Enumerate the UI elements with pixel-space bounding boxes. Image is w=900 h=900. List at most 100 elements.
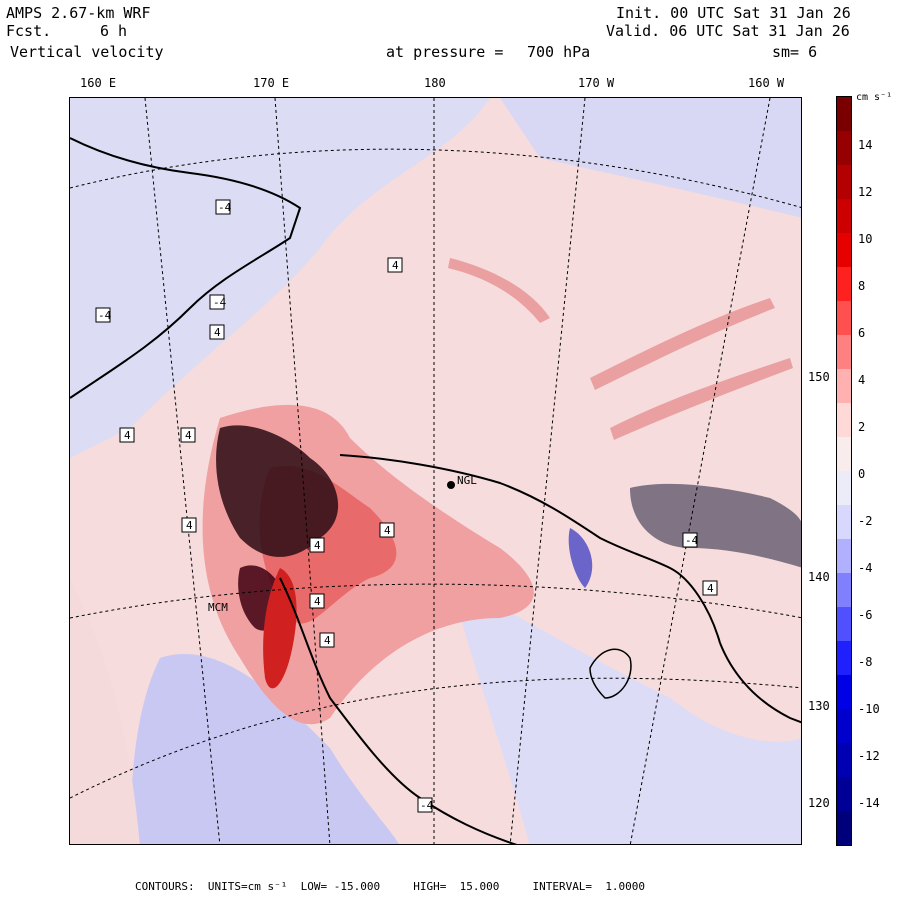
colorbar-segment (837, 607, 851, 641)
contour-label: 4 (314, 595, 321, 608)
lon-label-160w: 160 W (748, 76, 785, 90)
colorbar-tick-label: 8 (858, 279, 866, 293)
colorbar-segment (837, 437, 851, 471)
upper-right-subsidence-region (500, 98, 801, 218)
lon-label-170w: 170 W (578, 76, 615, 90)
colorbar-tick-label: -14 (858, 796, 880, 810)
lon-label-180: 180 (424, 76, 446, 90)
pressure-label: at pressure = (386, 43, 504, 61)
contour-label: 4 (185, 429, 192, 442)
colorbar-segment (837, 743, 851, 777)
colorbar-segment (837, 199, 851, 233)
colorbar-segment (837, 97, 851, 131)
forecast-label: Fcst. (6, 22, 52, 40)
contour-label: 4 (314, 539, 321, 552)
valid-time: Valid. 06 UTC Sat 31 Jan 26 (606, 22, 850, 40)
low-label: LOW= (300, 880, 328, 893)
colorbar-segment (837, 165, 851, 199)
ross-ice-shelf-region (450, 578, 801, 844)
colorbar-tick-label: -10 (858, 702, 880, 716)
upper-left-subsidence-region (70, 98, 490, 458)
colorbar-tick-label: 6 (858, 326, 866, 340)
contour-info: CONTOURS: UNITS=cm s⁻¹ LOW= -15.000 HIGH… (135, 880, 645, 893)
meridian-160e (144, 98, 221, 844)
meridian-170e (274, 98, 331, 844)
station-ngl-marker (447, 481, 455, 489)
colorbar-tick-label: -8 (858, 655, 873, 669)
contour-label: 4 (384, 524, 391, 537)
colorbar-segment (837, 505, 851, 539)
parallel-middle (70, 583, 801, 619)
colorbar-tick-label: -4 (858, 561, 873, 575)
colorbar-tick-label: -12 (858, 749, 880, 763)
contour-label: -4 (685, 534, 699, 547)
convective-core (216, 425, 339, 557)
eastern-wave-feature (630, 483, 801, 568)
contour-label: -4 (213, 296, 227, 309)
colorbar-tick-label: -2 (858, 514, 873, 528)
coastline-victoria-land (70, 137, 302, 399)
lon-label-170e: 170 E (253, 76, 290, 90)
roosevelt-island (589, 648, 632, 699)
colorbar (836, 96, 852, 846)
contour-label-boxes: -4 4 4 -4 4 4 4 4 -4 4 -4 4 4 4 (95, 199, 718, 813)
lon-label-160e: 160 E (80, 76, 117, 90)
contour-label: 4 (392, 259, 399, 272)
colorbar-segment (837, 131, 851, 165)
colorbar-tick-label: 12 (858, 185, 873, 199)
colorbar-tick-label: -6 (858, 608, 873, 622)
meridian-170w (509, 98, 586, 844)
init-time: Init. 00 UTC Sat 31 Jan 26 (616, 4, 851, 22)
high-label: HIGH= (413, 880, 447, 893)
colorbar-segment (837, 471, 851, 505)
units-label: UNITS=cm s⁻¹ (207, 880, 288, 893)
contour-label: -4 (98, 309, 112, 322)
contour-label: 4 (324, 634, 331, 647)
station-ngl-label: NGL (457, 474, 477, 487)
contour-label: 4 (214, 326, 221, 339)
colorbar-segment (837, 573, 851, 607)
field-name: Vertical velocity (10, 43, 164, 61)
streak-1 (590, 298, 775, 390)
smoothing-label: sm= 6 (772, 43, 818, 61)
colorbar-segment (837, 233, 851, 267)
colorbar-segment (837, 369, 851, 403)
pressure-value: 700 hPa (527, 43, 591, 61)
contour-label: 4 (186, 519, 193, 532)
low-value: -15.000 (333, 880, 381, 893)
vertical-velocity-map: NGL MCM -4 4 4 -4 4 4 4 4 -4 4 -4 (69, 97, 802, 845)
forecast-hours: 6 h (100, 22, 128, 40)
contour-label: -4 (420, 799, 434, 812)
colorbar-segment (837, 811, 851, 845)
colorbar-segment (837, 709, 851, 743)
contours-label: CONTOURS: (135, 880, 195, 893)
interval-label: INTERVAL= (532, 880, 593, 893)
contour-label: 4 (707, 582, 714, 595)
model-title: AMPS 2.67-km WRF (6, 4, 151, 22)
colorbar-segment (837, 641, 851, 675)
contour-label: 4 (124, 429, 131, 442)
colorbar-segment (837, 539, 851, 573)
streak-3 (448, 258, 550, 323)
coastline-transantarctic (279, 577, 518, 844)
station-mcm-label: MCM (208, 601, 228, 614)
colorbar-segment (837, 301, 851, 335)
colorbar-segment (837, 403, 851, 437)
colorbar-units: cm s⁻¹ (856, 92, 893, 103)
parallel-north (70, 148, 801, 208)
coastline-ross-ice-shelf-front (339, 454, 721, 644)
lower-left-corner-region (70, 578, 140, 844)
high-value: 15.000 (459, 880, 500, 893)
colorbar-tick-label: 14 (858, 138, 873, 152)
colorbar-tick-label: 4 (858, 373, 866, 387)
colorbar-tick-label: 10 (858, 232, 873, 246)
colorbar-tick-label: 2 (858, 420, 866, 434)
streak-2 (610, 358, 793, 440)
colorbar-segment (837, 335, 851, 369)
blue-streak (568, 528, 593, 588)
colorbar-segment (837, 777, 851, 811)
lower-left-subsidence-region (130, 654, 399, 844)
meridian-160w (629, 98, 771, 844)
contour-label: -4 (218, 201, 232, 214)
colorbar-segment (837, 675, 851, 709)
